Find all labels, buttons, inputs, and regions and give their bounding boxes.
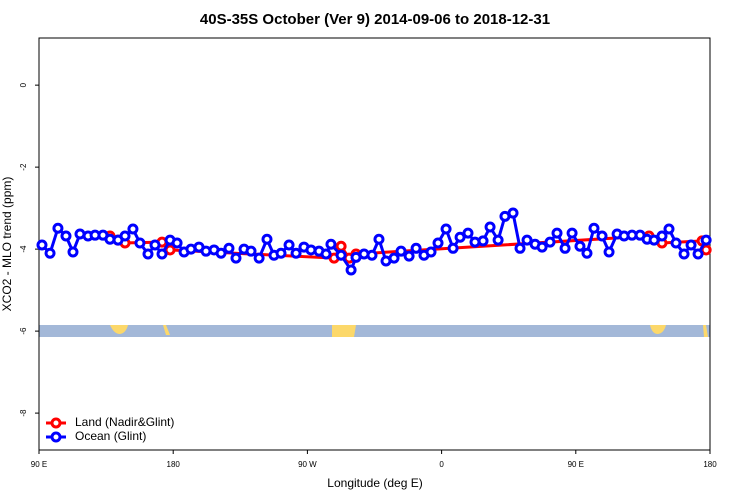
point xyxy=(663,223,675,235)
point xyxy=(373,233,385,245)
land-strip xyxy=(39,325,710,337)
point xyxy=(345,264,357,276)
point xyxy=(253,252,265,264)
x-tick-label: 0 xyxy=(439,460,444,469)
point xyxy=(335,240,347,252)
land-blob xyxy=(110,325,128,334)
point xyxy=(514,242,526,254)
point xyxy=(648,234,660,246)
point xyxy=(215,247,227,259)
point xyxy=(425,246,437,258)
x-tick-label: 180 xyxy=(167,460,181,469)
legend-label: Land (Nadir&Glint) xyxy=(75,415,174,429)
point xyxy=(388,252,400,264)
point xyxy=(261,233,273,245)
y-tick-label: -4 xyxy=(19,245,28,253)
point xyxy=(566,227,578,239)
legend-marker xyxy=(50,431,62,443)
x-axis-label: Longitude (deg E) xyxy=(327,476,422,490)
point xyxy=(521,234,533,246)
point xyxy=(149,239,161,251)
point xyxy=(678,248,690,260)
point xyxy=(685,239,697,251)
point xyxy=(156,248,168,260)
point xyxy=(656,230,668,242)
point xyxy=(127,223,139,235)
point xyxy=(67,246,79,258)
point xyxy=(544,236,556,248)
point xyxy=(403,250,415,262)
point xyxy=(119,230,131,242)
point xyxy=(492,234,504,246)
chart-title: 40S-35S October (Ver 9) 2014-09-06 to 20… xyxy=(200,11,550,28)
point xyxy=(275,247,287,259)
point xyxy=(551,227,563,239)
point xyxy=(60,230,72,242)
point xyxy=(700,234,712,246)
point xyxy=(325,238,337,250)
point xyxy=(171,237,183,249)
point xyxy=(223,242,235,254)
point xyxy=(134,237,146,249)
point xyxy=(692,248,704,260)
y-axis-label: XCO2 - MLO trend (ppm) xyxy=(0,177,14,312)
legend-marker xyxy=(50,417,62,429)
point xyxy=(283,239,295,251)
point xyxy=(440,223,452,235)
land-blob xyxy=(332,325,356,337)
point xyxy=(320,248,332,260)
point xyxy=(559,242,571,254)
point xyxy=(432,237,444,249)
point xyxy=(395,245,407,257)
point xyxy=(507,207,519,219)
point xyxy=(596,230,608,242)
point xyxy=(290,247,302,259)
y-tick-label: -8 xyxy=(19,409,28,417)
point xyxy=(581,247,593,259)
point xyxy=(462,227,474,239)
point xyxy=(484,221,496,233)
point xyxy=(477,235,489,247)
point xyxy=(670,237,682,249)
point xyxy=(36,239,48,251)
point xyxy=(52,222,64,234)
point xyxy=(536,241,548,253)
land-blob xyxy=(163,325,170,335)
point xyxy=(142,248,154,260)
point xyxy=(335,249,347,261)
land-blob xyxy=(650,325,666,334)
y-tick-label: 0 xyxy=(19,82,28,87)
land-blob xyxy=(703,325,708,337)
x-tick-label: 90 E xyxy=(568,460,584,469)
point xyxy=(230,252,242,264)
point xyxy=(574,240,586,252)
y-tick-label: -6 xyxy=(19,327,28,335)
x-tick-label: 90 W xyxy=(298,460,317,469)
ocean-band xyxy=(39,325,710,337)
point xyxy=(410,242,422,254)
x-tick-label: 180 xyxy=(703,460,717,469)
point xyxy=(366,249,378,261)
x-tick-label: 90 E xyxy=(31,460,47,469)
point xyxy=(245,245,257,257)
legend-label: Ocean (Glint) xyxy=(75,429,146,443)
point xyxy=(588,222,600,234)
point xyxy=(447,242,459,254)
point xyxy=(603,246,615,258)
point xyxy=(44,247,56,259)
point xyxy=(454,231,466,243)
y-tick-label: -2 xyxy=(19,163,28,171)
